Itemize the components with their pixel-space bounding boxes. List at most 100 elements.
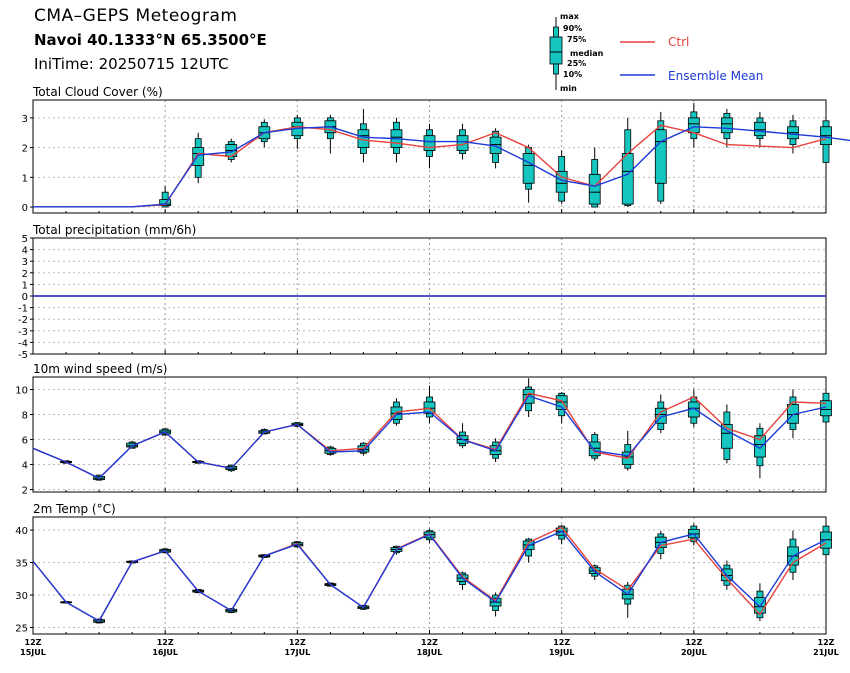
y-tick-label: -3 — [18, 327, 28, 338]
box-p75-p90 — [426, 129, 433, 137]
x-tick-hour-label: 12Z — [157, 638, 174, 647]
y-tick-label: -1 — [18, 304, 28, 315]
box-p10-p25 — [756, 456, 764, 467]
box-p10-p25 — [723, 447, 731, 460]
box-p10-p25 — [459, 580, 466, 585]
y-tick-label: 35 — [15, 559, 28, 570]
box-p75-p90 — [624, 444, 632, 453]
box-p75-p90 — [227, 141, 235, 146]
box-p75-p90 — [822, 525, 830, 533]
ensemble-mean-series-line — [33, 126, 850, 208]
y-tick-label: -5 — [18, 350, 28, 361]
y-tick-label: 3 — [22, 114, 28, 125]
y-tick-label: 6 — [22, 436, 28, 447]
init-time-label: IniTime: 20250715 12UTC — [34, 55, 229, 73]
box-p75-p90 — [591, 434, 599, 443]
legend-box-p90 — [553, 26, 559, 38]
y-tick-label: 2 — [22, 144, 28, 155]
box-p10-p25 — [326, 132, 334, 140]
y-tick-label: 40 — [15, 526, 28, 537]
box-p10-p25 — [822, 144, 830, 163]
legend-ctrl-label: Ctrl — [668, 35, 689, 49]
y-tick-label: 2 — [22, 486, 28, 497]
panel-title-3: 2m Temp (°C) — [33, 502, 116, 516]
legend-box-iqr — [549, 36, 563, 65]
x-tick-date-label: 18JUL — [417, 648, 443, 657]
y-tick-label: 25 — [15, 624, 28, 635]
y-tick-label: 1 — [22, 280, 28, 291]
legend-min-label: min — [560, 84, 577, 93]
box-iqr — [588, 173, 601, 205]
y-tick-label: 30 — [15, 591, 28, 602]
x-tick-date-label: 15JUL — [20, 648, 46, 657]
box-iqr — [522, 153, 535, 184]
x-tick-date-label: 21JUL — [813, 648, 839, 657]
box-p10-p25 — [558, 534, 566, 540]
box-p10-p25 — [756, 135, 764, 140]
legend-median-label: median — [570, 49, 604, 58]
box-p75-p90 — [558, 156, 566, 172]
y-tick-label: 2 — [22, 269, 28, 280]
box-p75-p90 — [426, 396, 433, 403]
box-p75-p90 — [293, 117, 301, 123]
box-p10-p25 — [591, 203, 599, 208]
box-p10-p25 — [492, 153, 499, 163]
box-iqr — [754, 435, 766, 458]
panel-title-0: Total Cloud Cover (%) — [32, 85, 163, 99]
x-tick-date-label: 20JUL — [681, 648, 707, 657]
box-iqr — [159, 199, 172, 206]
x-tick-date-label: 16JUL — [152, 648, 178, 657]
x-tick-hour-label: 12Z — [553, 638, 570, 647]
x-tick-date-label: 19JUL — [549, 648, 575, 657]
box-p75-p90 — [723, 411, 731, 425]
box-p75-p90 — [822, 392, 830, 402]
box-p10-p25 — [690, 416, 698, 424]
legend-max-label: max — [560, 12, 580, 21]
x-tick-hour-label: 12Z — [289, 638, 306, 647]
box-p75-p90 — [789, 120, 797, 128]
box-p75-p90 — [657, 401, 665, 409]
box-p10-p25 — [293, 135, 301, 140]
location-label: Navoi 40.1333°N 65.3500°E — [34, 31, 267, 49]
box-p10-p25 — [657, 182, 665, 202]
box-p10-p25 — [492, 454, 499, 459]
x-tick-date-label: 17JUL — [284, 648, 310, 657]
box-p75-p90 — [756, 590, 764, 598]
box-iqr — [588, 441, 601, 457]
x-tick-hour-label: 12Z — [421, 638, 438, 647]
x-tick-hour-label: 12Z — [685, 638, 702, 647]
legend-box-p10 — [553, 63, 559, 75]
box-p75-p90 — [393, 401, 400, 408]
y-tick-label: -4 — [18, 338, 28, 349]
ensemble-mean-series-line — [32, 530, 827, 622]
ensemble-mean-series-line — [32, 394, 827, 480]
chart-title: CMA–GEPS Meteogram — [34, 6, 238, 26]
box-p10-p25 — [723, 132, 731, 140]
box-p75-p90 — [459, 129, 466, 137]
panel-frame — [32, 516, 827, 635]
box-p10-p25 — [260, 138, 268, 143]
box-p10-p25 — [822, 415, 830, 423]
y-tick-label: 5 — [22, 234, 28, 245]
box-iqr — [192, 147, 205, 166]
x-tick-hour-label: 12Z — [818, 638, 835, 647]
box-p75-p90 — [723, 112, 731, 119]
box-p75-p90 — [723, 564, 731, 570]
box-p10-p25 — [822, 547, 830, 556]
y-tick-label: 10 — [15, 386, 28, 397]
legend-25-label: 25% — [567, 59, 586, 68]
box-p75-p90 — [459, 431, 466, 437]
panel-title-2: 10m wind speed (m/s) — [33, 362, 167, 376]
box-iqr — [754, 121, 766, 137]
box-p75-p90 — [822, 120, 830, 128]
y-tick-label: 0 — [22, 292, 28, 303]
panel-frame — [32, 376, 827, 493]
box-p75-p90 — [161, 191, 169, 201]
legend-75-label: 75% — [567, 35, 586, 44]
y-tick-label: 8 — [22, 411, 28, 422]
box-p75-p90 — [657, 533, 665, 538]
box-iqr — [654, 129, 667, 184]
box-p75-p90 — [591, 159, 599, 175]
box-p10-p25 — [789, 422, 797, 430]
